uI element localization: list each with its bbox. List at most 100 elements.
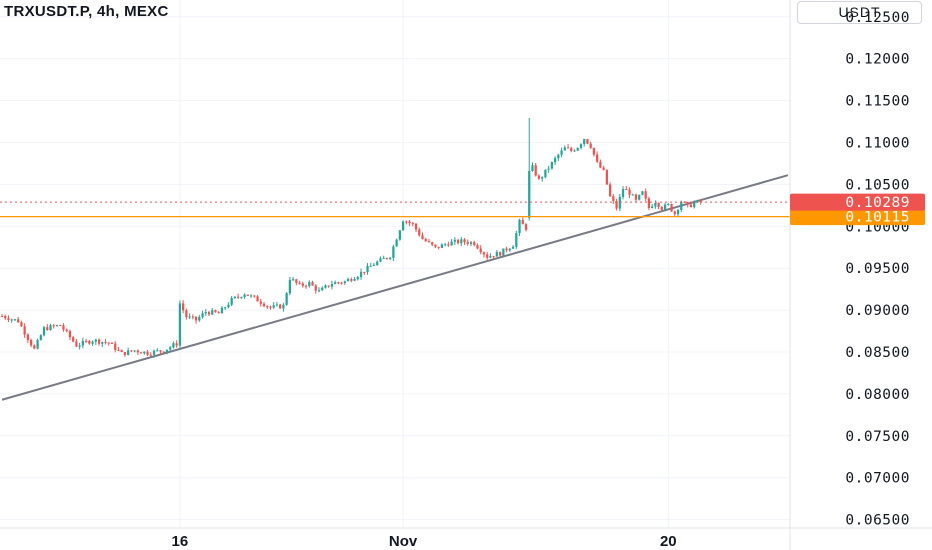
candle: [275, 301, 279, 307]
candle-body: [291, 279, 295, 281]
candle-body: [508, 248, 511, 251]
candle: [62, 323, 65, 332]
candle-body: [337, 282, 340, 284]
candle-body: [207, 312, 211, 315]
candle-body: [81, 340, 84, 346]
candle: [272, 302, 275, 309]
candle: [340, 281, 343, 285]
candle-body: [680, 201, 683, 210]
candle-body: [149, 354, 152, 356]
candle-body: [29, 339, 33, 346]
candle-body: [65, 329, 68, 331]
candle: [359, 268, 363, 280]
candle-body: [146, 351, 149, 355]
candle: [553, 156, 557, 165]
candle: [605, 169, 608, 185]
candle: [130, 350, 133, 353]
candle: [579, 143, 583, 150]
candle: [214, 309, 217, 313]
candle-body: [279, 304, 282, 309]
candle-body: [88, 341, 91, 344]
candle: [450, 239, 453, 246]
candle: [573, 149, 576, 152]
candle-body: [240, 297, 243, 299]
candle: [236, 293, 240, 300]
candle-body: [385, 258, 389, 260]
support-price-label-bg: [790, 208, 925, 226]
candle-body: [84, 340, 88, 342]
last-price-label-text: 0.10289: [845, 195, 910, 211]
candle-body: [670, 204, 673, 212]
candle-body: [72, 337, 75, 342]
candle: [602, 165, 605, 171]
candle-body: [314, 285, 317, 291]
candle-body: [233, 296, 237, 298]
candle: [350, 277, 353, 283]
candle-body: [334, 282, 337, 285]
candle: [152, 349, 156, 358]
ascending-trendline[interactable]: [1, 174, 789, 401]
candle-body: [450, 241, 453, 246]
candle: [139, 351, 143, 354]
candle: [476, 243, 479, 250]
candle-body: [469, 242, 473, 244]
price-tick-label: 0.11000: [845, 135, 910, 151]
candle: [696, 199, 699, 204]
candle-body: [227, 304, 230, 308]
candle-body: [541, 177, 544, 179]
candle: [29, 338, 33, 348]
candle-body: [59, 325, 62, 327]
candle-body: [191, 316, 194, 318]
candle: [259, 298, 262, 307]
candle-body: [317, 290, 321, 292]
candle: [330, 280, 334, 290]
candle-body: [437, 246, 440, 248]
candle: [599, 159, 602, 169]
candle-body: [618, 196, 621, 209]
candle-body: [434, 244, 437, 247]
candle: [175, 340, 178, 348]
horizontal-lines-layer: [0, 201, 790, 218]
candle: [453, 237, 456, 245]
candle-body: [211, 310, 214, 315]
price-tick-label: 0.09500: [845, 261, 910, 277]
candle: [39, 334, 42, 341]
candle-body: [482, 252, 486, 255]
candle: [314, 284, 317, 294]
candle-body: [414, 223, 418, 230]
candle-body: [194, 316, 198, 321]
candle-body: [13, 319, 17, 321]
candle-body: [641, 191, 644, 195]
candle: [424, 237, 427, 242]
candle: [547, 165, 550, 173]
candle-body: [573, 150, 576, 152]
candle: [437, 246, 440, 250]
candle: [88, 339, 91, 345]
candle-body: [498, 252, 502, 256]
candle-body: [143, 351, 146, 354]
candle-body: [524, 224, 528, 230]
candle-body: [259, 301, 262, 304]
candle: [279, 303, 282, 309]
candle: [392, 244, 395, 262]
candle: [65, 328, 68, 333]
candle-body: [667, 204, 670, 206]
candle: [372, 262, 376, 267]
candle-body: [418, 229, 421, 236]
candle-body: [120, 350, 123, 353]
candle: [298, 280, 301, 285]
candle: [133, 350, 136, 353]
candle: [463, 238, 466, 245]
currency-unit-button[interactable]: USDT: [797, 1, 922, 24]
candle: [460, 237, 463, 247]
price-scale-background[interactable]: [790, 0, 932, 550]
price-tick-label: 0.10500: [845, 177, 910, 193]
candle-body: [246, 294, 249, 296]
candle-body: [49, 325, 52, 330]
candle-body: [693, 202, 696, 208]
candle: [23, 323, 26, 338]
candle: [647, 196, 651, 211]
candle-body: [463, 239, 466, 243]
candle: [169, 346, 172, 352]
